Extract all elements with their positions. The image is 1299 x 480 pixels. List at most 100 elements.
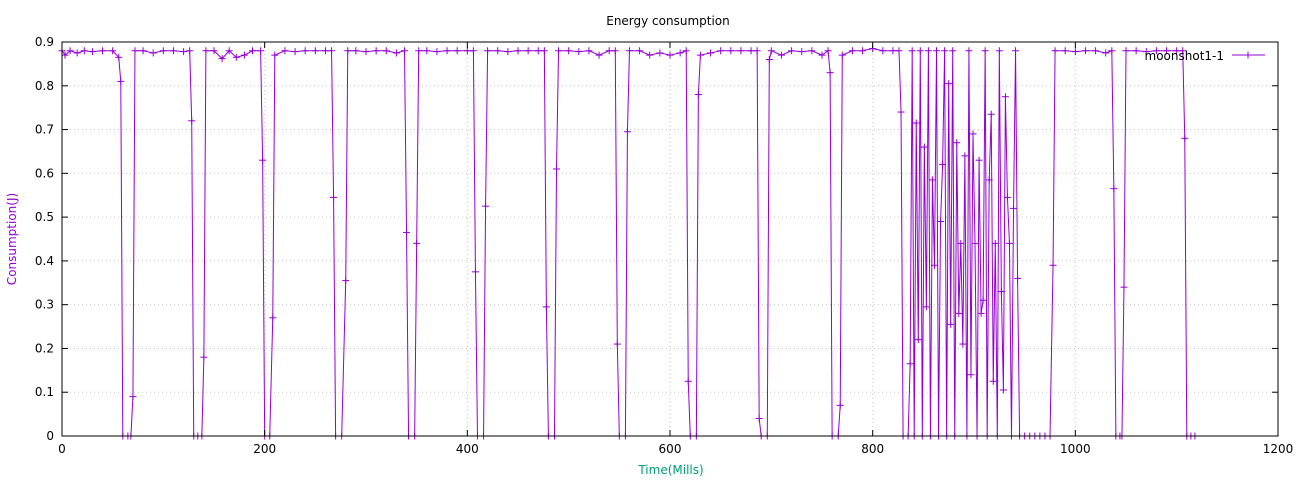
x-tick-label: 200 xyxy=(253,442,276,456)
data-point xyxy=(469,47,477,55)
data-point xyxy=(301,47,309,55)
data-point xyxy=(66,47,74,55)
data-point xyxy=(443,47,451,55)
data-point xyxy=(945,80,953,88)
data-point xyxy=(514,47,522,55)
data-point xyxy=(403,228,411,236)
data-point xyxy=(939,161,947,169)
data-point xyxy=(218,55,226,63)
data-point xyxy=(372,47,380,55)
data-point xyxy=(453,47,461,55)
data-point xyxy=(747,47,755,55)
data-point xyxy=(484,47,492,55)
data-point xyxy=(798,48,806,56)
data-point xyxy=(117,77,125,85)
data-point xyxy=(788,47,796,55)
data-point xyxy=(565,47,573,55)
data-point xyxy=(202,47,210,55)
data-point xyxy=(916,47,924,55)
data-point xyxy=(818,51,826,59)
data-point xyxy=(575,48,583,56)
data-point xyxy=(259,156,267,164)
data-point xyxy=(737,47,745,55)
data-point xyxy=(965,47,973,55)
data-point xyxy=(947,320,955,328)
data-point xyxy=(342,277,350,285)
data-point xyxy=(352,47,360,55)
data-point xyxy=(186,47,194,55)
data-point xyxy=(933,47,941,55)
x-tick-label: 1200 xyxy=(1263,442,1294,456)
data-point xyxy=(848,47,856,55)
data-point xyxy=(1142,48,1150,56)
series-layer xyxy=(58,45,1199,440)
data-point xyxy=(924,47,932,55)
series-line xyxy=(61,48,1195,437)
data-point xyxy=(696,51,704,59)
data-point xyxy=(210,47,218,55)
data-point xyxy=(707,49,715,57)
data-point xyxy=(879,47,887,55)
data-point xyxy=(912,119,920,127)
data-point xyxy=(824,47,832,55)
data-point xyxy=(344,47,352,55)
data-point xyxy=(534,47,542,55)
data-point xyxy=(1163,47,1171,55)
data-point xyxy=(1102,49,1110,57)
data-point xyxy=(482,202,490,210)
data-point xyxy=(129,393,137,401)
x-tick-label: 600 xyxy=(659,442,682,456)
data-point xyxy=(613,340,621,348)
data-point xyxy=(240,51,248,59)
x-tick-label: 400 xyxy=(456,442,479,456)
data-point xyxy=(765,56,773,64)
data-point xyxy=(928,176,936,184)
data-point xyxy=(682,47,690,55)
y-axis-label: Consumption(J) xyxy=(5,193,19,285)
data-point xyxy=(392,49,400,57)
y-tick-label: 0.8 xyxy=(35,79,54,93)
data-point xyxy=(1120,283,1128,291)
data-point xyxy=(362,48,370,56)
data-point xyxy=(415,47,423,55)
data-point xyxy=(755,414,763,422)
data-point xyxy=(808,47,816,55)
data-point xyxy=(611,47,619,55)
data-point xyxy=(1110,185,1118,193)
legend-label: moonshot1-1 xyxy=(1145,49,1224,63)
y-tick-label: 0.6 xyxy=(35,166,54,180)
data-point xyxy=(542,303,550,311)
data-point xyxy=(115,53,123,61)
data-point xyxy=(995,47,1003,55)
data-point xyxy=(291,48,299,56)
data-point xyxy=(920,143,928,151)
data-point xyxy=(88,48,96,56)
data-point xyxy=(1132,47,1140,55)
data-point xyxy=(969,130,977,138)
data-point xyxy=(914,336,922,344)
data-point xyxy=(1152,47,1160,55)
data-point xyxy=(413,239,421,247)
data-point xyxy=(636,47,644,55)
y-tick-label: 0.5 xyxy=(35,210,54,224)
data-point xyxy=(1108,47,1116,55)
data-point xyxy=(1001,93,1009,101)
data-point xyxy=(1092,47,1100,55)
data-point xyxy=(897,108,905,116)
data-point xyxy=(585,47,593,55)
x-tick-label: 800 xyxy=(861,442,884,456)
data-point xyxy=(1181,134,1189,142)
data-point xyxy=(889,47,897,55)
tick-layer: 0 0.1 0.2 0.3 0.4 0.5 0.6 0.7 0.8 0.9 0 200 400 600 80… xyxy=(35,35,1293,456)
data-point xyxy=(941,47,949,55)
data-point xyxy=(139,47,147,55)
data-point xyxy=(232,53,240,61)
data-point xyxy=(188,117,196,125)
data-point xyxy=(225,47,233,55)
data-point xyxy=(494,47,502,55)
data-point xyxy=(73,49,81,57)
data-point xyxy=(961,152,969,160)
data-point xyxy=(524,47,532,55)
data-point xyxy=(1010,204,1018,212)
